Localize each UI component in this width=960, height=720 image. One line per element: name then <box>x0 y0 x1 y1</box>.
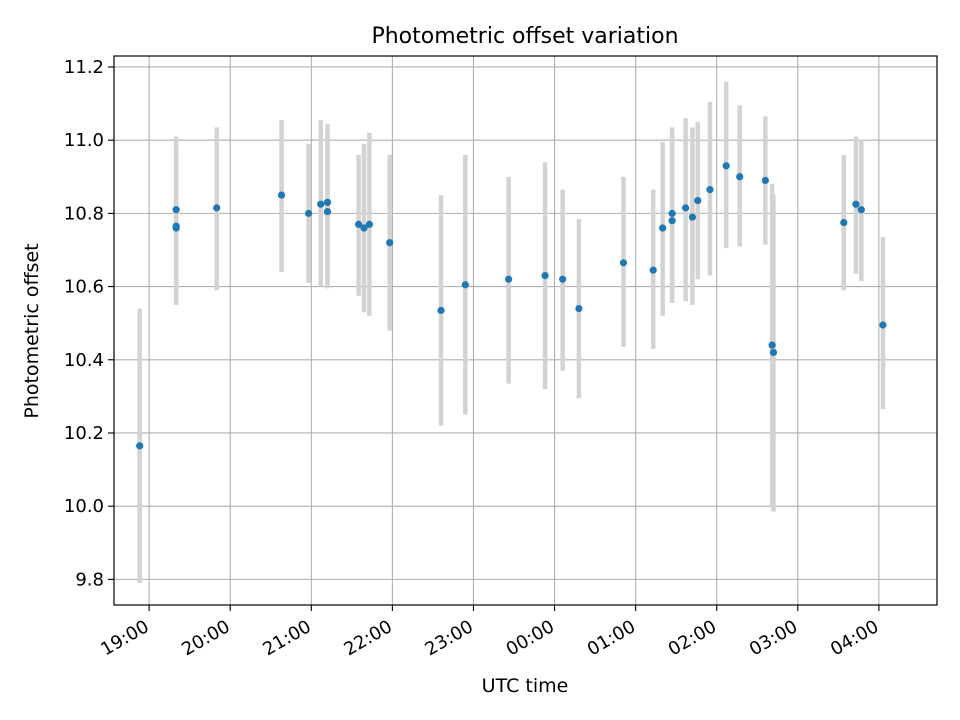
data-points <box>136 162 887 450</box>
y-axis: 9.8 10.0 10.2 10.4 10.6 10.8 11.0 11.2 <box>64 57 114 590</box>
data-point <box>694 196 702 205</box>
data-point <box>722 162 730 170</box>
data-point <box>172 224 180 232</box>
data-point <box>355 220 363 228</box>
data-point <box>461 281 469 289</box>
data-point <box>505 275 513 283</box>
data-point <box>879 321 887 329</box>
data-point <box>619 259 628 267</box>
data-point <box>852 200 860 208</box>
data-point <box>857 206 865 214</box>
data-point <box>172 206 180 214</box>
data-point <box>840 218 848 227</box>
chart-title: Photometric offset variation <box>371 24 678 49</box>
data-point <box>360 224 368 232</box>
y-axis-label: Photometric offset <box>21 243 43 418</box>
data-point <box>649 266 657 274</box>
data-point <box>323 198 332 206</box>
data-point <box>386 239 394 247</box>
data-point <box>541 272 549 280</box>
x-axis-label: UTC time <box>482 675 569 697</box>
data-point <box>305 209 313 217</box>
data-point <box>365 220 374 228</box>
data-point <box>437 306 445 314</box>
data-point <box>761 176 769 185</box>
data-point <box>317 200 325 208</box>
data-point <box>659 224 667 232</box>
data-point <box>668 217 676 225</box>
y-tick-label: 10.4 <box>64 350 104 371</box>
data-point <box>277 191 286 199</box>
data-point <box>768 341 776 349</box>
y-tick-label: 10.0 <box>64 496 104 517</box>
data-point <box>559 275 567 283</box>
y-tick-label: 9.8 <box>75 569 104 590</box>
data-point <box>323 207 332 216</box>
y-tick-label: 11.2 <box>64 57 104 78</box>
data-point <box>706 185 714 194</box>
y-tick-label: 11.0 <box>64 130 104 151</box>
data-point <box>682 204 690 212</box>
data-point <box>688 213 696 221</box>
data-point <box>136 442 144 450</box>
y-tick-label: 10.2 <box>64 423 104 444</box>
data-point <box>213 204 221 212</box>
plot-frame <box>113 55 938 606</box>
y-tick-label: 10.8 <box>64 203 104 224</box>
data-point <box>575 304 583 313</box>
data-point <box>668 209 676 217</box>
data-point <box>769 348 778 357</box>
grid <box>114 56 937 605</box>
y-tick-label: 10.6 <box>64 277 104 298</box>
data-point <box>736 173 744 181</box>
